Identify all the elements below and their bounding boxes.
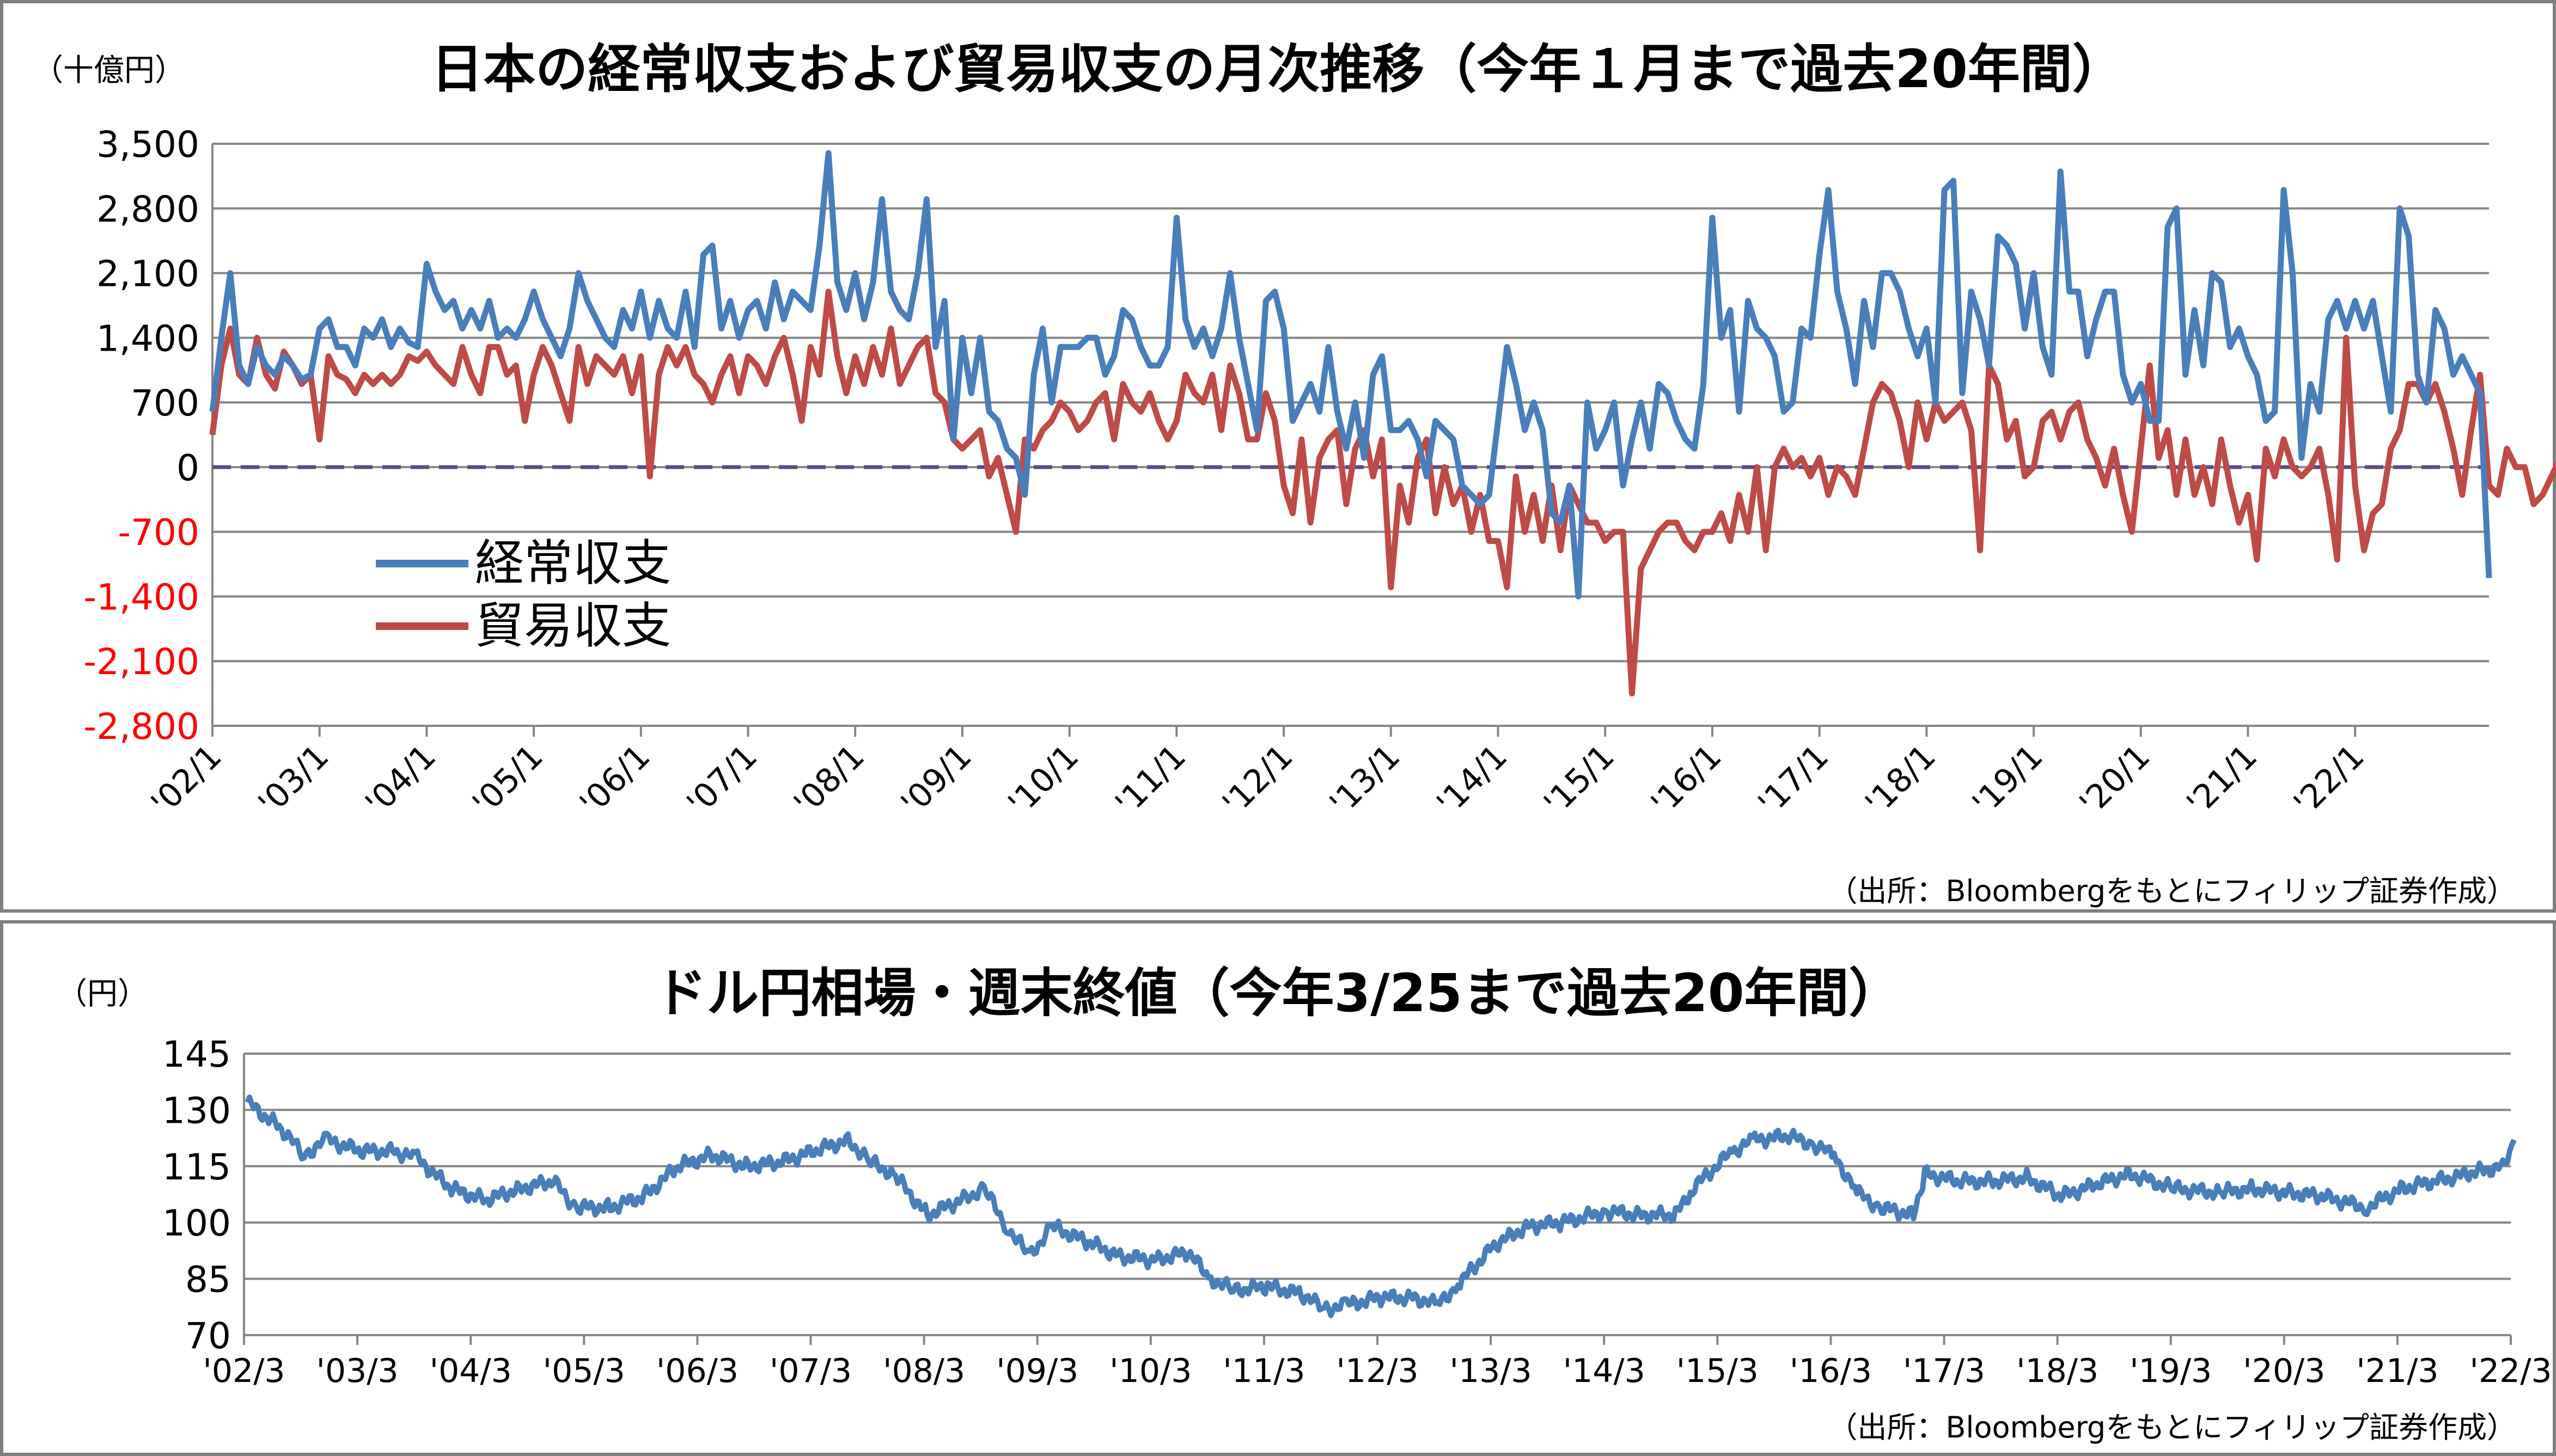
bottom-y-tick-label: 100 xyxy=(162,1202,231,1244)
top-x-tick-label: '03/1 xyxy=(251,737,336,822)
bottom-y-tick-label: 70 xyxy=(185,1315,231,1357)
bottom-x-tick-label: '21/3 xyxy=(2356,1352,2438,1390)
bottom-series-group xyxy=(245,1094,2517,1318)
legend-label-trade-balance: 貿易収支 xyxy=(475,597,671,654)
top-y-tick-label: -2,800 xyxy=(83,706,199,748)
top-y-tick-label: 0 xyxy=(176,447,199,489)
top-x-tick-label: '20/1 xyxy=(2072,737,2157,822)
top-x-tick-label: '07/1 xyxy=(680,737,765,822)
top-legend: 経常収支 貿易収支 xyxy=(376,535,671,654)
top-x-tick-label: '12/1 xyxy=(1215,737,1300,822)
bottom-y-tick-label: 85 xyxy=(185,1259,231,1301)
bottom-x-tick-label: '06/3 xyxy=(656,1352,739,1390)
top-x-tick-label: '15/1 xyxy=(1536,737,1621,822)
top-x-tick-label: '05/1 xyxy=(465,737,550,822)
bottom-x-tick-label: '20/3 xyxy=(2243,1352,2325,1390)
top-x-tick-label: '16/1 xyxy=(1644,737,1729,822)
top-series-group xyxy=(209,150,2556,697)
usdjpy-chart-panel xyxy=(0,920,2556,1456)
bottom-x-tick-label: '07/3 xyxy=(770,1352,852,1390)
top-x-tick-label: '06/1 xyxy=(572,737,657,822)
top-y-tick-label: -700 xyxy=(118,512,199,554)
top-x-tick-label: '14/1 xyxy=(1430,737,1515,822)
top-x-tick-label: '11/1 xyxy=(1108,737,1193,822)
top-y-tick-label: 2,100 xyxy=(96,253,199,295)
bottom-x-tick-label: '10/3 xyxy=(1109,1352,1192,1390)
bottom-unit-label: （円） xyxy=(57,976,148,1012)
bottom-x-tick-label: '18/3 xyxy=(2016,1352,2099,1390)
bottom-x-tick-labels: '02/3 '03/3 '04/3 '05/3 '06/3 '07/3 '08/3 '09/3… xyxy=(203,1335,2552,1390)
bottom-x-tick-label: '11/3 xyxy=(1223,1352,1305,1390)
bottom-x-tick-label: '12/3 xyxy=(1336,1352,1418,1390)
bottom-y-tick-label: 130 xyxy=(162,1090,231,1131)
bottom-x-tick-label: '04/3 xyxy=(430,1352,512,1390)
series-line-current-account xyxy=(209,150,2492,599)
top-y-tick-label: 700 xyxy=(131,382,199,424)
bottom-x-tick-label: '03/3 xyxy=(316,1352,398,1390)
top-x-tick-label: '08/1 xyxy=(786,737,871,822)
bottom-x-tick-label: '09/3 xyxy=(996,1352,1078,1390)
top-x-tick-label: '21/1 xyxy=(2180,737,2265,822)
top-x-tick-label: '09/1 xyxy=(894,737,979,822)
bottom-x-tick-label: '17/3 xyxy=(1903,1352,1985,1390)
top-y-tick-label: -2,100 xyxy=(83,641,199,683)
bottom-gridlines xyxy=(243,1053,2511,1336)
top-y-tick-label: -1,400 xyxy=(83,576,199,618)
bottom-x-tick-label: '05/3 xyxy=(543,1352,625,1390)
bottom-chart-title: ドル円相場・週末終値（今年3/25まで過去20年間） xyxy=(654,963,1901,1024)
top-x-tick-label: '22/1 xyxy=(2286,737,2371,822)
bottom-x-tick-label: '08/3 xyxy=(883,1352,965,1390)
top-y-tick-label: 2,800 xyxy=(96,188,199,230)
bottom-x-tick-label: '15/3 xyxy=(1676,1352,1759,1390)
bottom-y-tick-labels: 145 130 115 100 85 70 xyxy=(162,1033,231,1357)
bottom-x-tick-label: '13/3 xyxy=(1449,1352,1532,1390)
bottom-x-tick-label: '22/3 xyxy=(2469,1352,2552,1390)
bottom-x-tick-label: '19/3 xyxy=(2130,1352,2212,1390)
top-x-tick-label: '02/1 xyxy=(144,737,229,822)
top-x-tick-label: '04/1 xyxy=(358,737,443,822)
top-y-tick-labels: 3,500 2,800 2,100 1,400 700 0 -700 -1,400 -2,100… xyxy=(83,124,199,748)
top-unit-label: （十億円） xyxy=(33,53,185,88)
bottom-y-tick-label: 115 xyxy=(162,1146,231,1188)
bottom-x-tick-label: '16/3 xyxy=(1790,1352,1872,1390)
bottom-x-tick-label: '02/3 xyxy=(203,1352,285,1390)
bottom-x-tick-label: '14/3 xyxy=(1563,1352,1645,1390)
series-line-trade-balance xyxy=(209,289,2556,697)
series-line-usdjpy xyxy=(245,1094,2517,1318)
top-chart-title: 日本の経常収支および貿易収支の月次推移（今年１月まで過去20年間） xyxy=(431,39,2125,100)
top-x-tick-label: '19/1 xyxy=(1965,737,2050,822)
top-y-tick-label: 3,500 xyxy=(96,124,199,166)
top-x-tick-labels: '02/1 '03/1 '04/1 '05/1 '06/1 '07/1'08/1 '09/1… xyxy=(144,726,2372,823)
top-x-tick-label: '17/1 xyxy=(1751,737,1836,822)
top-x-tick-label: '13/1 xyxy=(1322,737,1407,822)
top-source-note: （出所：Bloombergをもとにフィリップ証券作成） xyxy=(1828,874,2516,908)
bottom-y-tick-label: 145 xyxy=(162,1033,231,1075)
legend-label-current-account: 経常収支 xyxy=(475,535,671,592)
bottom-source-note: （出所：Bloombergをもとにフィリップ証券作成） xyxy=(1828,1410,2516,1445)
top-y-tick-label: 1,400 xyxy=(96,317,199,359)
top-x-tick-label: '18/1 xyxy=(1858,737,1943,822)
top-x-tick-label: '10/1 xyxy=(1001,737,1086,822)
